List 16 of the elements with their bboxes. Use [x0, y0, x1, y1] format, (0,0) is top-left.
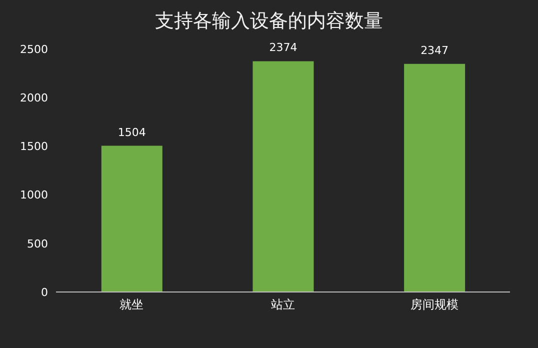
x-tick-label: 就坐 [120, 298, 144, 312]
x-tick-label: 房间规模 [410, 298, 458, 312]
y-tick-label: 0 [41, 286, 48, 299]
y-tick-label: 1000 [20, 188, 48, 202]
bar [252, 61, 314, 292]
data-label: 2374 [269, 41, 298, 54]
data-label: 1504 [118, 126, 146, 139]
y-tick-label: 1500 [20, 140, 48, 154]
bar [101, 146, 162, 292]
bar [404, 64, 466, 292]
x-tick-label: 站立 [271, 298, 295, 312]
y-tick-label: 500 [27, 237, 48, 250]
y-tick-label: 2500 [20, 42, 48, 56]
y-tick-label: 2000 [20, 92, 48, 105]
data-label: 2347 [420, 44, 449, 57]
chart-title: 支持各输入设备的内容数量 [154, 9, 384, 34]
